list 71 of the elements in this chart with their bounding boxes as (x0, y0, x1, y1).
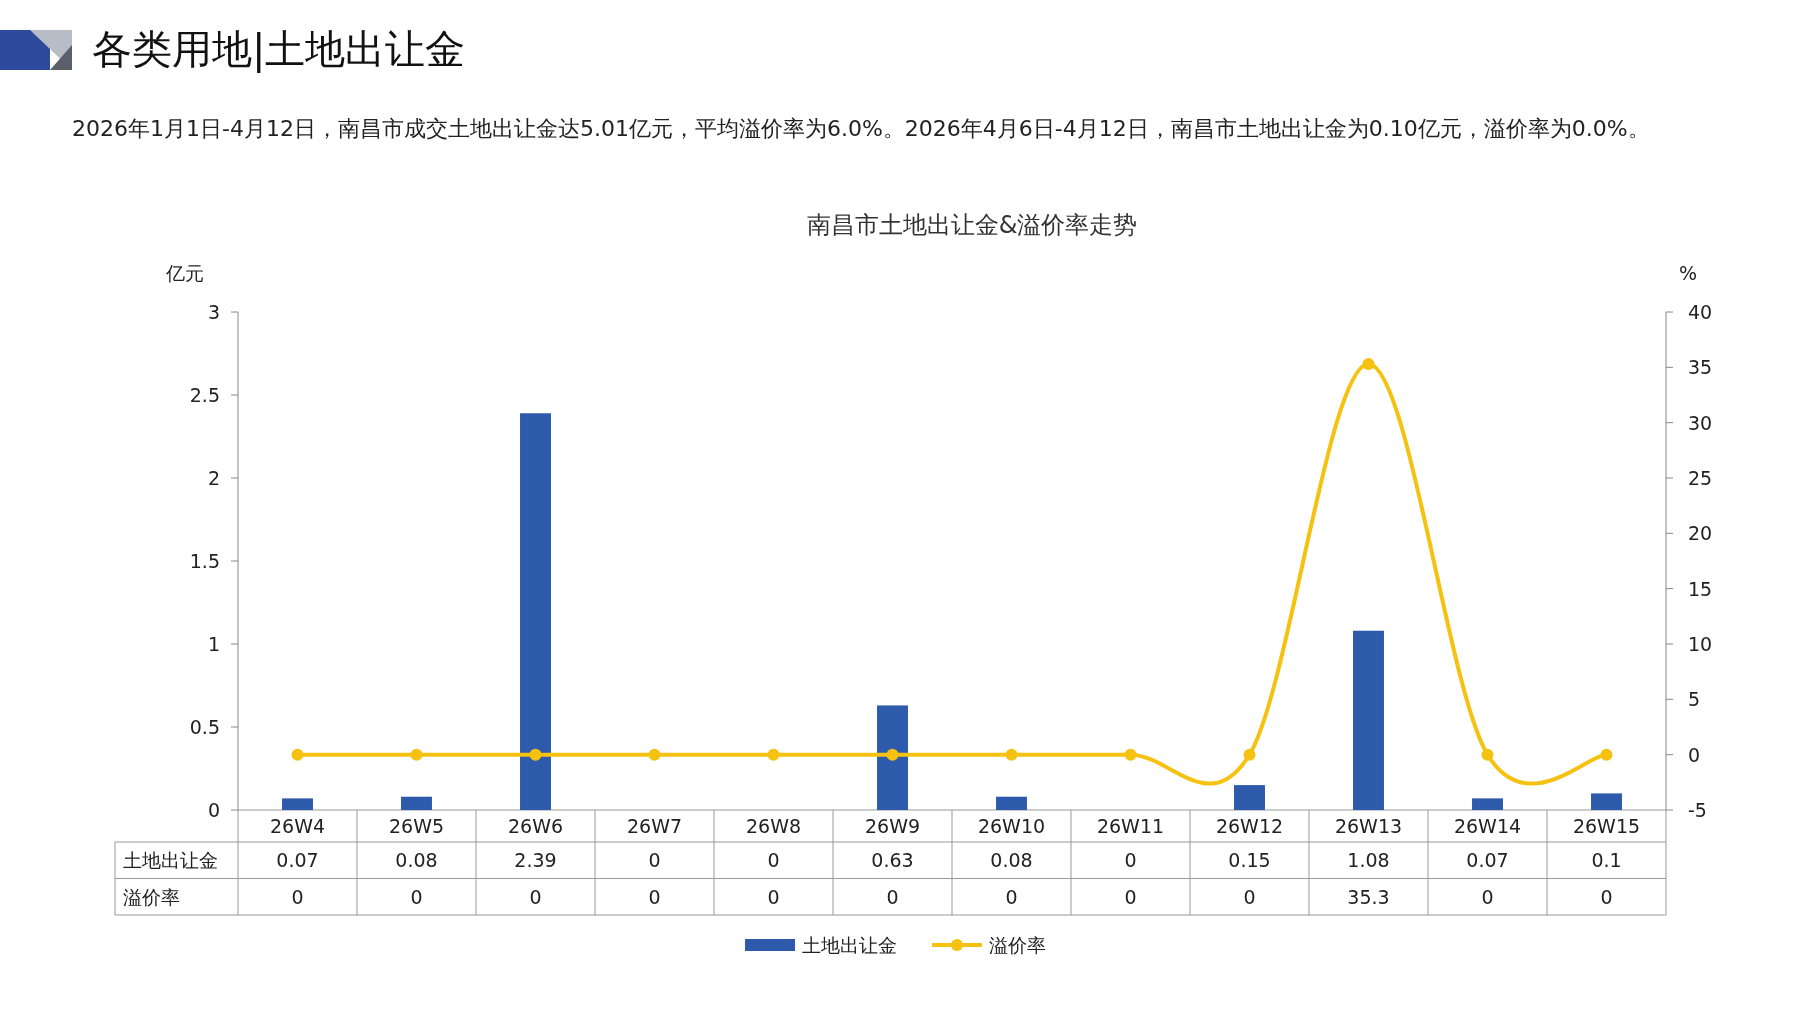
y-tick-label: 3 (207, 301, 220, 323)
y2-tick-label: 35 (1688, 356, 1713, 379)
y-tick-label: 1.5 (189, 550, 220, 572)
bar (1234, 785, 1265, 810)
data-label: 0.07 (276, 849, 319, 872)
data-label: 0 (648, 885, 661, 908)
bar (401, 796, 432, 810)
y2-axis-title: % (1678, 262, 1698, 284)
y2-tick-label: 20 (1688, 522, 1713, 545)
data-label: 35.3 (1347, 885, 1390, 908)
x-tick-label: 26W10 (977, 815, 1046, 837)
data-label: 0 (1600, 885, 1613, 908)
legend-label: 土地出让金 (802, 934, 897, 956)
y-tick-label: 2.5 (189, 384, 220, 406)
y-tick-label: 2 (207, 467, 220, 489)
bar (877, 705, 908, 810)
y2-tick-label: 10 (1688, 633, 1713, 655)
data-label: 2.39 (514, 849, 557, 872)
bar (1353, 630, 1384, 810)
data-label: 0 (648, 849, 661, 872)
x-tick-label: 26W6 (507, 815, 564, 837)
data-label: 0 (767, 885, 780, 908)
data-label: 0 (529, 885, 542, 908)
x-tick-label: 26W9 (864, 815, 921, 837)
bar (520, 413, 551, 810)
x-tick-label: 26W11 (1096, 815, 1165, 837)
data-label: 0 (1005, 885, 1018, 908)
data-label: 0 (1124, 885, 1137, 908)
y2-tick-label: 40 (1688, 301, 1713, 323)
y2-tick-label: 0 (1688, 743, 1701, 766)
text: 土地出让金 (123, 849, 218, 872)
x-tick-label: 26W5 (388, 815, 445, 837)
data-label: 0.08 (990, 849, 1033, 872)
legend-label: 溢价率 (989, 934, 1046, 956)
data-label: 0.15 (1228, 849, 1271, 872)
x-tick-label: 26W15 (1572, 815, 1641, 837)
bar (1591, 793, 1622, 810)
y-tick-label: 0.5 (189, 716, 220, 738)
x-tick-label: 26W13 (1334, 815, 1403, 837)
data-label: 1.08 (1347, 849, 1390, 872)
x-tick-label: 26W12 (1215, 815, 1284, 837)
y2-tick-label: 25 (1688, 467, 1713, 489)
y-axis-title: 亿元 (165, 262, 204, 284)
y-tick-label: 0 (207, 799, 220, 821)
data-label: 0 (1243, 885, 1256, 908)
x-tick-label: 26W8 (745, 815, 802, 837)
y2-tick-label: 30 (1688, 411, 1713, 434)
data-label: 0 (886, 885, 899, 908)
y2-tick-label: 5 (1688, 688, 1701, 711)
bar (282, 798, 313, 810)
text: 2026年1月1日-4月12日，南昌市成交土地出让金达5.01亿元，平均溢价率为6.0%。2026年4月6日-4月12日，南昌市土地出让金为0.10亿元，溢价率为0.0%。 (72, 115, 1651, 143)
data-label: 0.63 (871, 849, 914, 872)
text: 溢价率 (123, 885, 180, 908)
data-label: 0 (291, 885, 304, 908)
data-label: 0.08 (395, 849, 438, 872)
x-tick-label: 26W14 (1453, 815, 1522, 837)
data-label: 0 (1481, 885, 1494, 908)
bar (1472, 798, 1503, 810)
data-label: 0 (410, 885, 423, 908)
y2-tick-label: 15 (1688, 577, 1713, 600)
data-label: 0 (767, 849, 780, 872)
y-tick-label: 1 (207, 633, 220, 655)
x-tick-label: 26W7 (626, 815, 683, 837)
data-label: 0.07 (1466, 849, 1509, 872)
y2-tick-label: -5 (1688, 799, 1707, 821)
bar (996, 796, 1027, 810)
chart-title: 南昌市土地出让金&溢价率走势 (806, 211, 1138, 239)
text: 各类用地|土地出让金 (92, 25, 466, 75)
x-tick-label: 26W4 (269, 815, 326, 837)
data-label: 0.1 (1591, 849, 1622, 872)
data-label: 0 (1124, 849, 1137, 872)
